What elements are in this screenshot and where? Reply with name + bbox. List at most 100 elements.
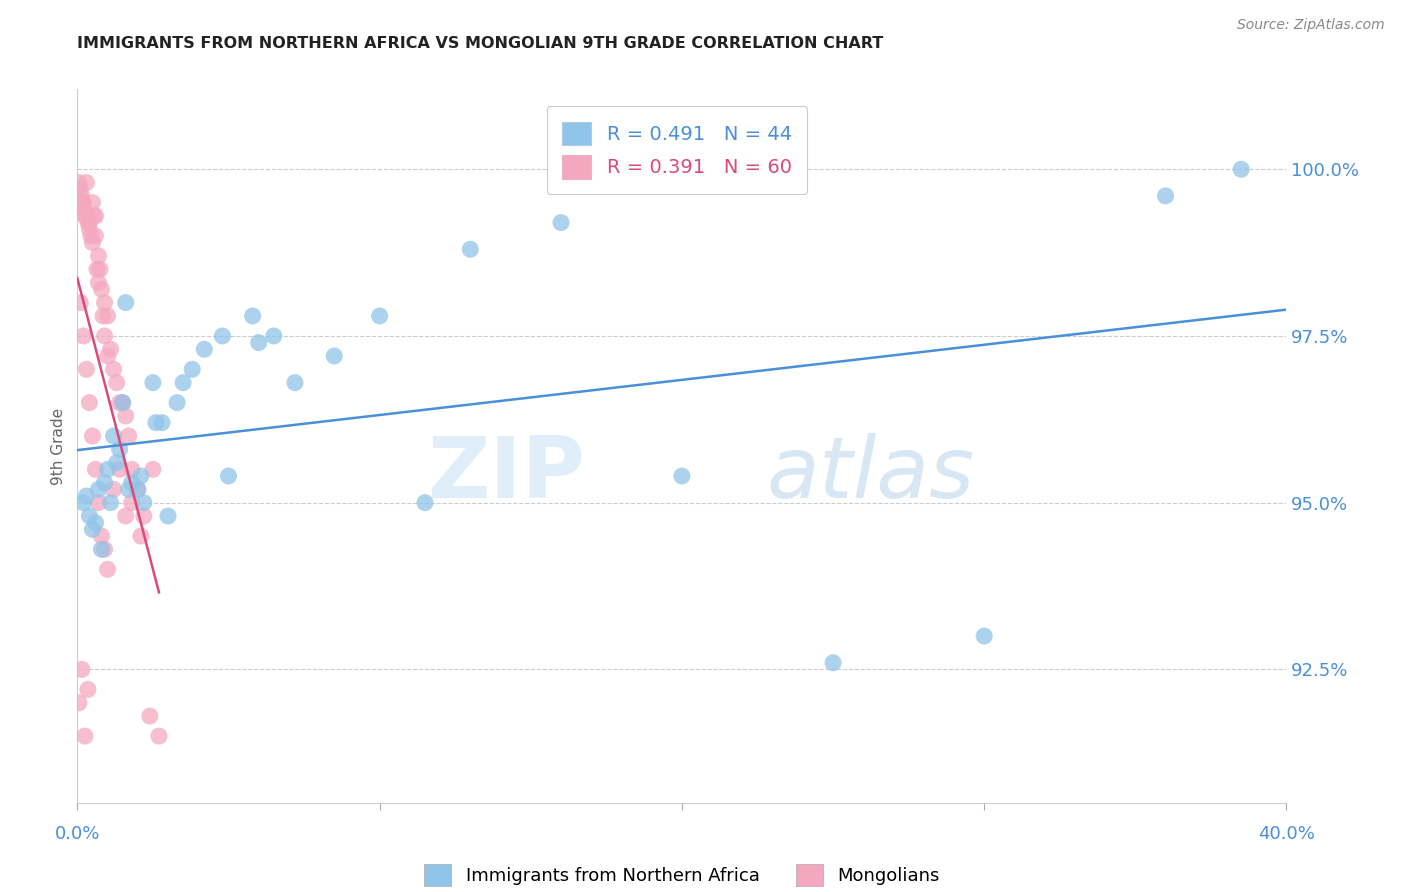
Point bbox=[108, 395, 131, 409]
Point bbox=[172, 376, 194, 390]
Point bbox=[82, 429, 104, 443]
Point bbox=[77, 682, 100, 697]
Point bbox=[114, 295, 136, 310]
Point bbox=[181, 362, 204, 376]
Point bbox=[96, 462, 120, 476]
Point bbox=[84, 516, 107, 530]
Point bbox=[103, 362, 125, 376]
Point bbox=[284, 376, 307, 390]
Text: IMMIGRANTS FROM NORTHERN AFRICA VS MONGOLIAN 9TH GRADE CORRELATION CHART: IMMIGRANTS FROM NORTHERN AFRICA VS MONGO… bbox=[77, 36, 883, 51]
Point bbox=[108, 462, 131, 476]
Point bbox=[118, 429, 141, 443]
Text: atlas: atlas bbox=[766, 433, 974, 516]
Point bbox=[111, 395, 134, 409]
Point bbox=[75, 489, 97, 503]
Point bbox=[87, 249, 110, 263]
Point bbox=[118, 483, 141, 497]
Point bbox=[218, 469, 240, 483]
Point bbox=[90, 529, 112, 543]
Point bbox=[73, 729, 96, 743]
Point bbox=[72, 202, 94, 217]
Point bbox=[100, 343, 122, 357]
Point bbox=[75, 176, 97, 190]
Point bbox=[105, 376, 128, 390]
Point bbox=[114, 509, 136, 524]
Point bbox=[121, 496, 143, 510]
Point bbox=[121, 475, 143, 490]
Point bbox=[550, 216, 572, 230]
Point bbox=[166, 395, 188, 409]
Point bbox=[72, 496, 94, 510]
Point bbox=[96, 562, 120, 576]
Point bbox=[142, 376, 165, 390]
Point bbox=[84, 228, 107, 243]
Point bbox=[973, 629, 995, 643]
Point bbox=[79, 395, 101, 409]
Point bbox=[82, 235, 104, 250]
Point bbox=[263, 329, 285, 343]
Point bbox=[87, 276, 110, 290]
Point bbox=[72, 195, 94, 210]
Point bbox=[70, 662, 93, 676]
Point bbox=[108, 442, 131, 457]
Point bbox=[75, 362, 97, 376]
Point bbox=[77, 216, 100, 230]
Point bbox=[84, 462, 107, 476]
Point bbox=[129, 529, 152, 543]
Point bbox=[129, 469, 152, 483]
Point bbox=[82, 522, 104, 536]
Point bbox=[89, 262, 111, 277]
Point bbox=[67, 696, 90, 710]
Point bbox=[193, 343, 215, 357]
Point bbox=[70, 195, 93, 210]
Point bbox=[73, 209, 96, 223]
Point bbox=[211, 329, 233, 343]
Point bbox=[93, 475, 115, 490]
Point bbox=[132, 509, 155, 524]
Text: 0.0%: 0.0% bbox=[55, 825, 100, 843]
Point bbox=[80, 228, 103, 243]
Text: Source: ZipAtlas.com: Source: ZipAtlas.com bbox=[1237, 18, 1385, 32]
Point bbox=[69, 182, 91, 196]
Point bbox=[105, 456, 128, 470]
Point bbox=[823, 656, 845, 670]
Point bbox=[91, 309, 114, 323]
Point bbox=[84, 209, 107, 223]
Point bbox=[323, 349, 346, 363]
Point bbox=[413, 496, 436, 510]
Point bbox=[247, 335, 270, 350]
Point bbox=[82, 195, 104, 210]
Point bbox=[93, 329, 115, 343]
Point bbox=[142, 462, 165, 476]
Point bbox=[127, 483, 149, 497]
Point bbox=[127, 483, 149, 497]
Point bbox=[242, 309, 264, 323]
Point bbox=[87, 496, 110, 510]
Point bbox=[103, 483, 125, 497]
Point bbox=[90, 542, 112, 557]
Point bbox=[103, 429, 125, 443]
Legend: Immigrants from Northern Africa, Mongolians: Immigrants from Northern Africa, Mongoli… bbox=[418, 857, 946, 892]
Point bbox=[145, 416, 167, 430]
Point bbox=[114, 409, 136, 423]
Point bbox=[1230, 162, 1253, 177]
Point bbox=[93, 295, 115, 310]
Point bbox=[148, 729, 170, 743]
Point bbox=[79, 509, 101, 524]
Point bbox=[79, 216, 101, 230]
Point bbox=[86, 262, 108, 277]
Point bbox=[157, 509, 180, 524]
Point bbox=[69, 295, 91, 310]
Point bbox=[1154, 189, 1177, 203]
Point bbox=[671, 469, 693, 483]
Point bbox=[368, 309, 391, 323]
Point bbox=[75, 209, 97, 223]
Point bbox=[96, 309, 120, 323]
Point bbox=[70, 189, 93, 203]
Point bbox=[67, 176, 90, 190]
Point bbox=[72, 329, 94, 343]
Point bbox=[111, 395, 134, 409]
Point bbox=[79, 222, 101, 236]
Point bbox=[460, 242, 482, 256]
Point bbox=[83, 209, 105, 223]
